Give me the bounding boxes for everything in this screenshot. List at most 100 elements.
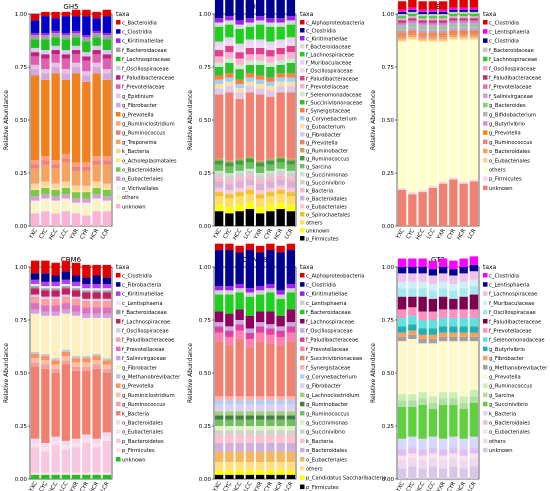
bar-segment-cbm6-lcr-9 bbox=[102, 358, 112, 361]
bar-segment-gh5-lcr-9 bbox=[102, 156, 112, 161]
legend-label: unknown bbox=[122, 457, 146, 463]
bar-segment-cbm6-cyc-20 bbox=[41, 260, 50, 274]
bar-segment-cbm48-cyc-12 bbox=[225, 400, 234, 405]
bar-segment-cbm48-cyr-21 bbox=[266, 283, 275, 289]
bar-segment-gh5-cyr-7 bbox=[82, 170, 91, 186]
bar-segment-gt2-hcr-2 bbox=[459, 455, 468, 460]
bar-segment-gt2-hcr-13 bbox=[459, 309, 468, 318]
bar-segment-cbm6-lcc-15 bbox=[61, 288, 71, 295]
bar-segment-gh13-lcc-11 bbox=[245, 156, 255, 159]
legend-swatch bbox=[300, 84, 305, 89]
y-tick-label: 0.50 bbox=[199, 371, 212, 377]
bar-segment-gh5-cyc-8 bbox=[41, 160, 50, 165]
legend-label: others bbox=[489, 439, 506, 445]
bar-segment-gh5-cyr-20 bbox=[82, 9, 91, 17]
bar-segment-gt2-cyr-3 bbox=[449, 447, 458, 454]
bar-segment-gh13-lcr-17 bbox=[286, 62, 296, 74]
bar-segment-gh13-lcr-4 bbox=[286, 187, 296, 193]
bar-segment-gt2-hcr-12 bbox=[459, 317, 468, 327]
bar-segment-cbm48-hcc-9 bbox=[235, 415, 244, 420]
bar-segment-cbm48-lcc-9 bbox=[245, 415, 255, 420]
bar-segment-ce0-hcr-9 bbox=[459, 24, 468, 27]
bar-segment-ce0-cyc-13 bbox=[408, 16, 417, 19]
bar-segment-gh13-lcr-1 bbox=[286, 204, 296, 212]
bar-segment-gh13-cyc-20 bbox=[225, 45, 234, 53]
bar-segment-cbm48-lcc-23 bbox=[245, 243, 255, 251]
bar-segment-gh13-cyc-2 bbox=[225, 198, 234, 207]
bar-segment-gh5-lcc-1 bbox=[61, 200, 71, 212]
bar-segment-gh13-yxr-26 bbox=[255, 0, 265, 17]
bar-segment-cbm48-cyc-15 bbox=[225, 336, 234, 346]
bar-segment-ce0-hcr-14 bbox=[459, 14, 468, 17]
bar-segment-gh5-lcr-16 bbox=[102, 39, 112, 51]
legend-label: g_Fibrobacter bbox=[306, 384, 342, 390]
bar-segment-cbm6-yxr-7 bbox=[71, 362, 81, 367]
bar-segment-ce0-yxr-10 bbox=[438, 24, 448, 27]
bar-segment-cbm48-lcr-19 bbox=[286, 292, 296, 310]
bar-segment-gt2-cyc-16 bbox=[408, 281, 417, 289]
bar-segment-cbm48-cyr-14 bbox=[266, 343, 275, 397]
bar-segment-ce0-hcr-16 bbox=[459, 9, 468, 12]
bar-segment-cbm48-cyc-2 bbox=[225, 462, 234, 471]
bar-segment-gt2-lcr-0 bbox=[469, 466, 479, 479]
bar-segment-cbm6-cyc-2 bbox=[41, 451, 50, 473]
bar-segment-cbm6-hcc-3 bbox=[51, 440, 60, 446]
bar-segment-cbm6-hcc-1 bbox=[51, 472, 60, 475]
bar-segment-ce0-yxc-17 bbox=[397, 9, 407, 12]
bar-segment-gh13-cyr-9 bbox=[266, 164, 275, 171]
bar-segment-gh13-lcc-1 bbox=[245, 202, 255, 210]
bar-segment-ce0-lcc-9 bbox=[428, 26, 438, 29]
bar-segment-cbm48-hcc-4 bbox=[235, 442, 244, 452]
bar-segment-gh13-hcr-25 bbox=[276, 18, 285, 23]
bar-segment-ce0-yxr-9 bbox=[438, 26, 448, 29]
bar-segment-gh5-hcc-1 bbox=[51, 202, 60, 214]
bar-segment-gh13-lcr-18 bbox=[286, 58, 296, 63]
bar-segment-gh13-lcc-5 bbox=[245, 179, 255, 186]
bar-segment-gh13-yxr-15 bbox=[255, 79, 265, 84]
x-tick-label: LCR bbox=[467, 228, 478, 240]
bar-segment-cbm6-cyc-7 bbox=[41, 360, 50, 365]
legend-label: g_Succinimonas bbox=[306, 421, 348, 427]
bar-segment-gt2-hcr-6 bbox=[459, 402, 468, 410]
bar-segment-cbm6-yxc-9 bbox=[30, 351, 40, 354]
bar-segment-gh13-cyr-0 bbox=[266, 211, 275, 226]
bar-segment-cbm6-lcc-14 bbox=[61, 294, 71, 297]
bar-segment-gh13-hcc-8 bbox=[235, 170, 244, 173]
legend-label: c_Clostridia bbox=[122, 30, 152, 36]
bar-segment-gh13-lcr-19 bbox=[286, 52, 296, 59]
bar-segment-cbm6-cyr-14 bbox=[82, 298, 91, 301]
bar-segment-gh5-hcr-10 bbox=[92, 73, 101, 157]
bar-segment-cbm6-hcr-18 bbox=[92, 283, 101, 289]
legend-swatch bbox=[483, 102, 488, 108]
bar-segment-gh5-lcc-16 bbox=[61, 39, 71, 51]
bar-segment-cbm48-yxr-20 bbox=[255, 290, 265, 295]
bar-segment-cbm6-hcc-11 bbox=[51, 311, 60, 316]
legend-swatch bbox=[116, 56, 121, 62]
bar-segment-cbm6-hcc-2 bbox=[51, 445, 60, 473]
bar-segment-cbm48-cyr-13 bbox=[266, 396, 275, 401]
bar-segment-gh13-hcr-10 bbox=[276, 158, 285, 163]
bar-segment-gt2-lcr-13 bbox=[469, 309, 479, 318]
legend-label: g_Bacteroides bbox=[489, 103, 526, 109]
legend-swatch bbox=[483, 365, 488, 370]
bar-segment-cbm6-lcc-9 bbox=[61, 349, 71, 352]
bar-segment-gt2-cyr-9 bbox=[449, 336, 458, 342]
y-axis-label: Relative Abundance bbox=[370, 90, 377, 150]
bar-segment-cbm48-yxc-14 bbox=[214, 341, 224, 397]
bar-segment-gh13-yxc-6 bbox=[214, 177, 224, 182]
bar-segment-cbm6-cyc-8 bbox=[41, 356, 50, 361]
bar-segment-cbm48-hcc-8 bbox=[235, 419, 244, 426]
bar-segment-gh5-cyr-0 bbox=[82, 215, 91, 226]
legend-label: f_Paludibacteraceae bbox=[122, 76, 174, 82]
bar-segment-gt2-lcr-6 bbox=[469, 396, 479, 403]
bar-segment-gt2-yxc-7 bbox=[397, 394, 407, 401]
bar-segment-cbm48-lcc-2 bbox=[245, 462, 255, 471]
legend-swatch bbox=[483, 319, 488, 324]
bar-segment-gh5-hcc-3 bbox=[51, 196, 60, 201]
bar-segment-cbm6-cyr-12 bbox=[82, 307, 91, 314]
bar-segment-cbm48-hcr-15 bbox=[276, 336, 285, 346]
bar-segment-ce0-cyc-10 bbox=[408, 22, 417, 25]
bar-segment-gh5-yxr-20 bbox=[71, 9, 81, 17]
bar-segment-cbm6-yxc-6 bbox=[30, 362, 40, 367]
bar-segment-cbm48-lcr-22 bbox=[286, 250, 296, 284]
